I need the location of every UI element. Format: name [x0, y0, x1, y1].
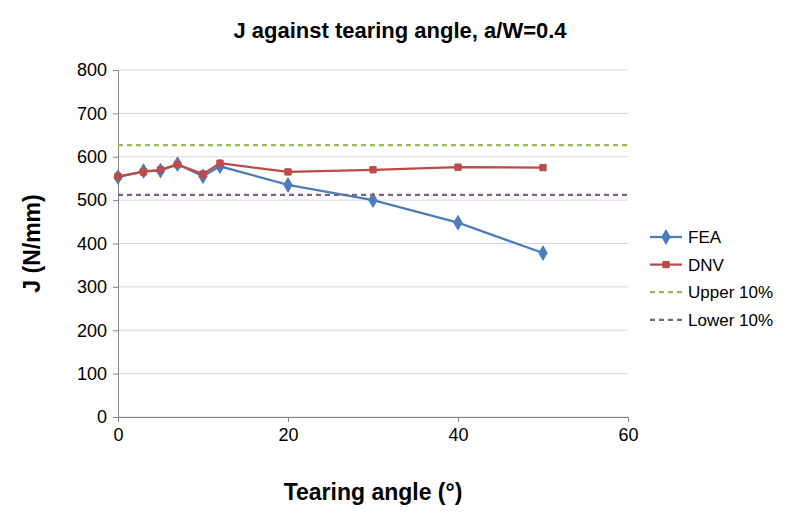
x-axis: 0 20 40 60: [113, 417, 638, 445]
series-marker: [139, 164, 147, 178]
series-marker: [156, 163, 164, 177]
legend-line: [650, 319, 682, 321]
legend-entry: Upper 10%: [650, 283, 773, 302]
series-marker: [217, 160, 223, 166]
series-line: [118, 163, 543, 176]
y-tick-label: 800: [77, 60, 107, 80]
series-marker: [114, 170, 122, 184]
y-tick-mark: [113, 374, 118, 375]
grid-line: [118, 156, 628, 157]
series-marker: [157, 167, 163, 173]
legend-label: Upper 10%: [688, 283, 773, 302]
y-tick-label: 0: [97, 407, 107, 427]
y-axis-line: [113, 71, 119, 418]
x-tick: 60: [618, 417, 638, 445]
title: J against tearing angle, a/W=0.4: [233, 18, 567, 43]
series-marker: [455, 164, 461, 170]
plot-area: [114, 145, 628, 260]
y-tick-label: 600: [77, 147, 107, 167]
legend-entry: DNV: [650, 256, 725, 275]
y-tick: 800: [77, 60, 118, 80]
legend-label: DNV: [688, 256, 725, 275]
y-axis-title: J (N/mm): [19, 194, 45, 292]
legend: FEA DNV Upper 10% Lower 10%: [650, 228, 773, 330]
legend-entry: Lower 10%: [650, 311, 773, 330]
series-line: [118, 144, 628, 146]
grid: [118, 70, 628, 417]
series-marker: [454, 215, 462, 229]
series-marker: [285, 169, 291, 175]
series-line: [118, 164, 543, 253]
y-tick: 100: [77, 364, 118, 384]
x-tick: 0: [113, 417, 123, 445]
x-tick-mark: [458, 417, 459, 422]
y-tick: 0: [97, 407, 118, 427]
y-tick-mark: [113, 417, 118, 418]
legend-marker: [663, 261, 669, 267]
x-tick: 20: [278, 417, 298, 445]
series-line: [118, 194, 628, 196]
y-tick-label: 700: [77, 104, 107, 124]
y-tick: 200: [77, 321, 118, 341]
y-tick-label: 500: [77, 190, 107, 210]
chart: 02040600100200300400500600700800J agains…: [0, 0, 800, 521]
legend-label: FEA: [688, 228, 722, 247]
series-marker: [173, 157, 181, 171]
grid-line: [118, 330, 628, 331]
series-marker: [540, 164, 546, 170]
y-tick: 500: [77, 190, 118, 210]
y-tick-label: 100: [77, 364, 107, 384]
y-tick: 400: [77, 234, 118, 254]
series-marker: [174, 161, 180, 167]
y-tick-mark: [113, 70, 118, 71]
x-tick-label: 40: [448, 425, 468, 445]
legend-line: [650, 291, 682, 293]
series-marker: [115, 173, 121, 179]
y-tick-mark: [113, 330, 118, 331]
series-marker: [140, 169, 146, 175]
y-tick-mark: [113, 200, 118, 201]
y-tick-mark: [113, 287, 118, 288]
x-tick-label: 0: [113, 425, 123, 445]
series-marker: [200, 171, 206, 177]
y-tick-label: 200: [77, 321, 107, 341]
y-tick-label: 300: [77, 277, 107, 297]
y-tick-mark: [113, 113, 118, 114]
y-tick: 300: [77, 277, 118, 297]
legend-marker: [662, 230, 670, 244]
legend-entry: FEA: [650, 228, 722, 247]
y-tick-mark: [113, 244, 118, 245]
series-marker: [370, 167, 376, 173]
series-marker: [539, 246, 547, 260]
grid-line: [118, 70, 628, 71]
x-tick: 40: [448, 417, 468, 445]
y-tick: 700: [77, 104, 118, 124]
y-axis: 0 100 200 300 400 500 600 700 800: [77, 60, 119, 427]
x-tick-mark: [628, 417, 629, 422]
grid-line: [118, 113, 628, 114]
grid-line: [118, 286, 628, 287]
y-tick-mark: [113, 157, 118, 158]
x-tick-label: 20: [278, 425, 298, 445]
y-tick-label: 400: [77, 234, 107, 254]
series-marker: [199, 169, 207, 183]
series-marker: [216, 159, 224, 173]
x-tick-mark: [288, 417, 289, 422]
y-tick: 600: [77, 147, 118, 167]
series-marker: [284, 178, 292, 192]
legend-label: Lower 10%: [688, 311, 773, 330]
x-tick-label: 60: [618, 425, 638, 445]
grid-line: [118, 243, 628, 244]
x-axis-line: [119, 418, 629, 423]
x-axis-title: Tearing angle (°): [284, 479, 463, 505]
grid-line: [118, 373, 628, 374]
